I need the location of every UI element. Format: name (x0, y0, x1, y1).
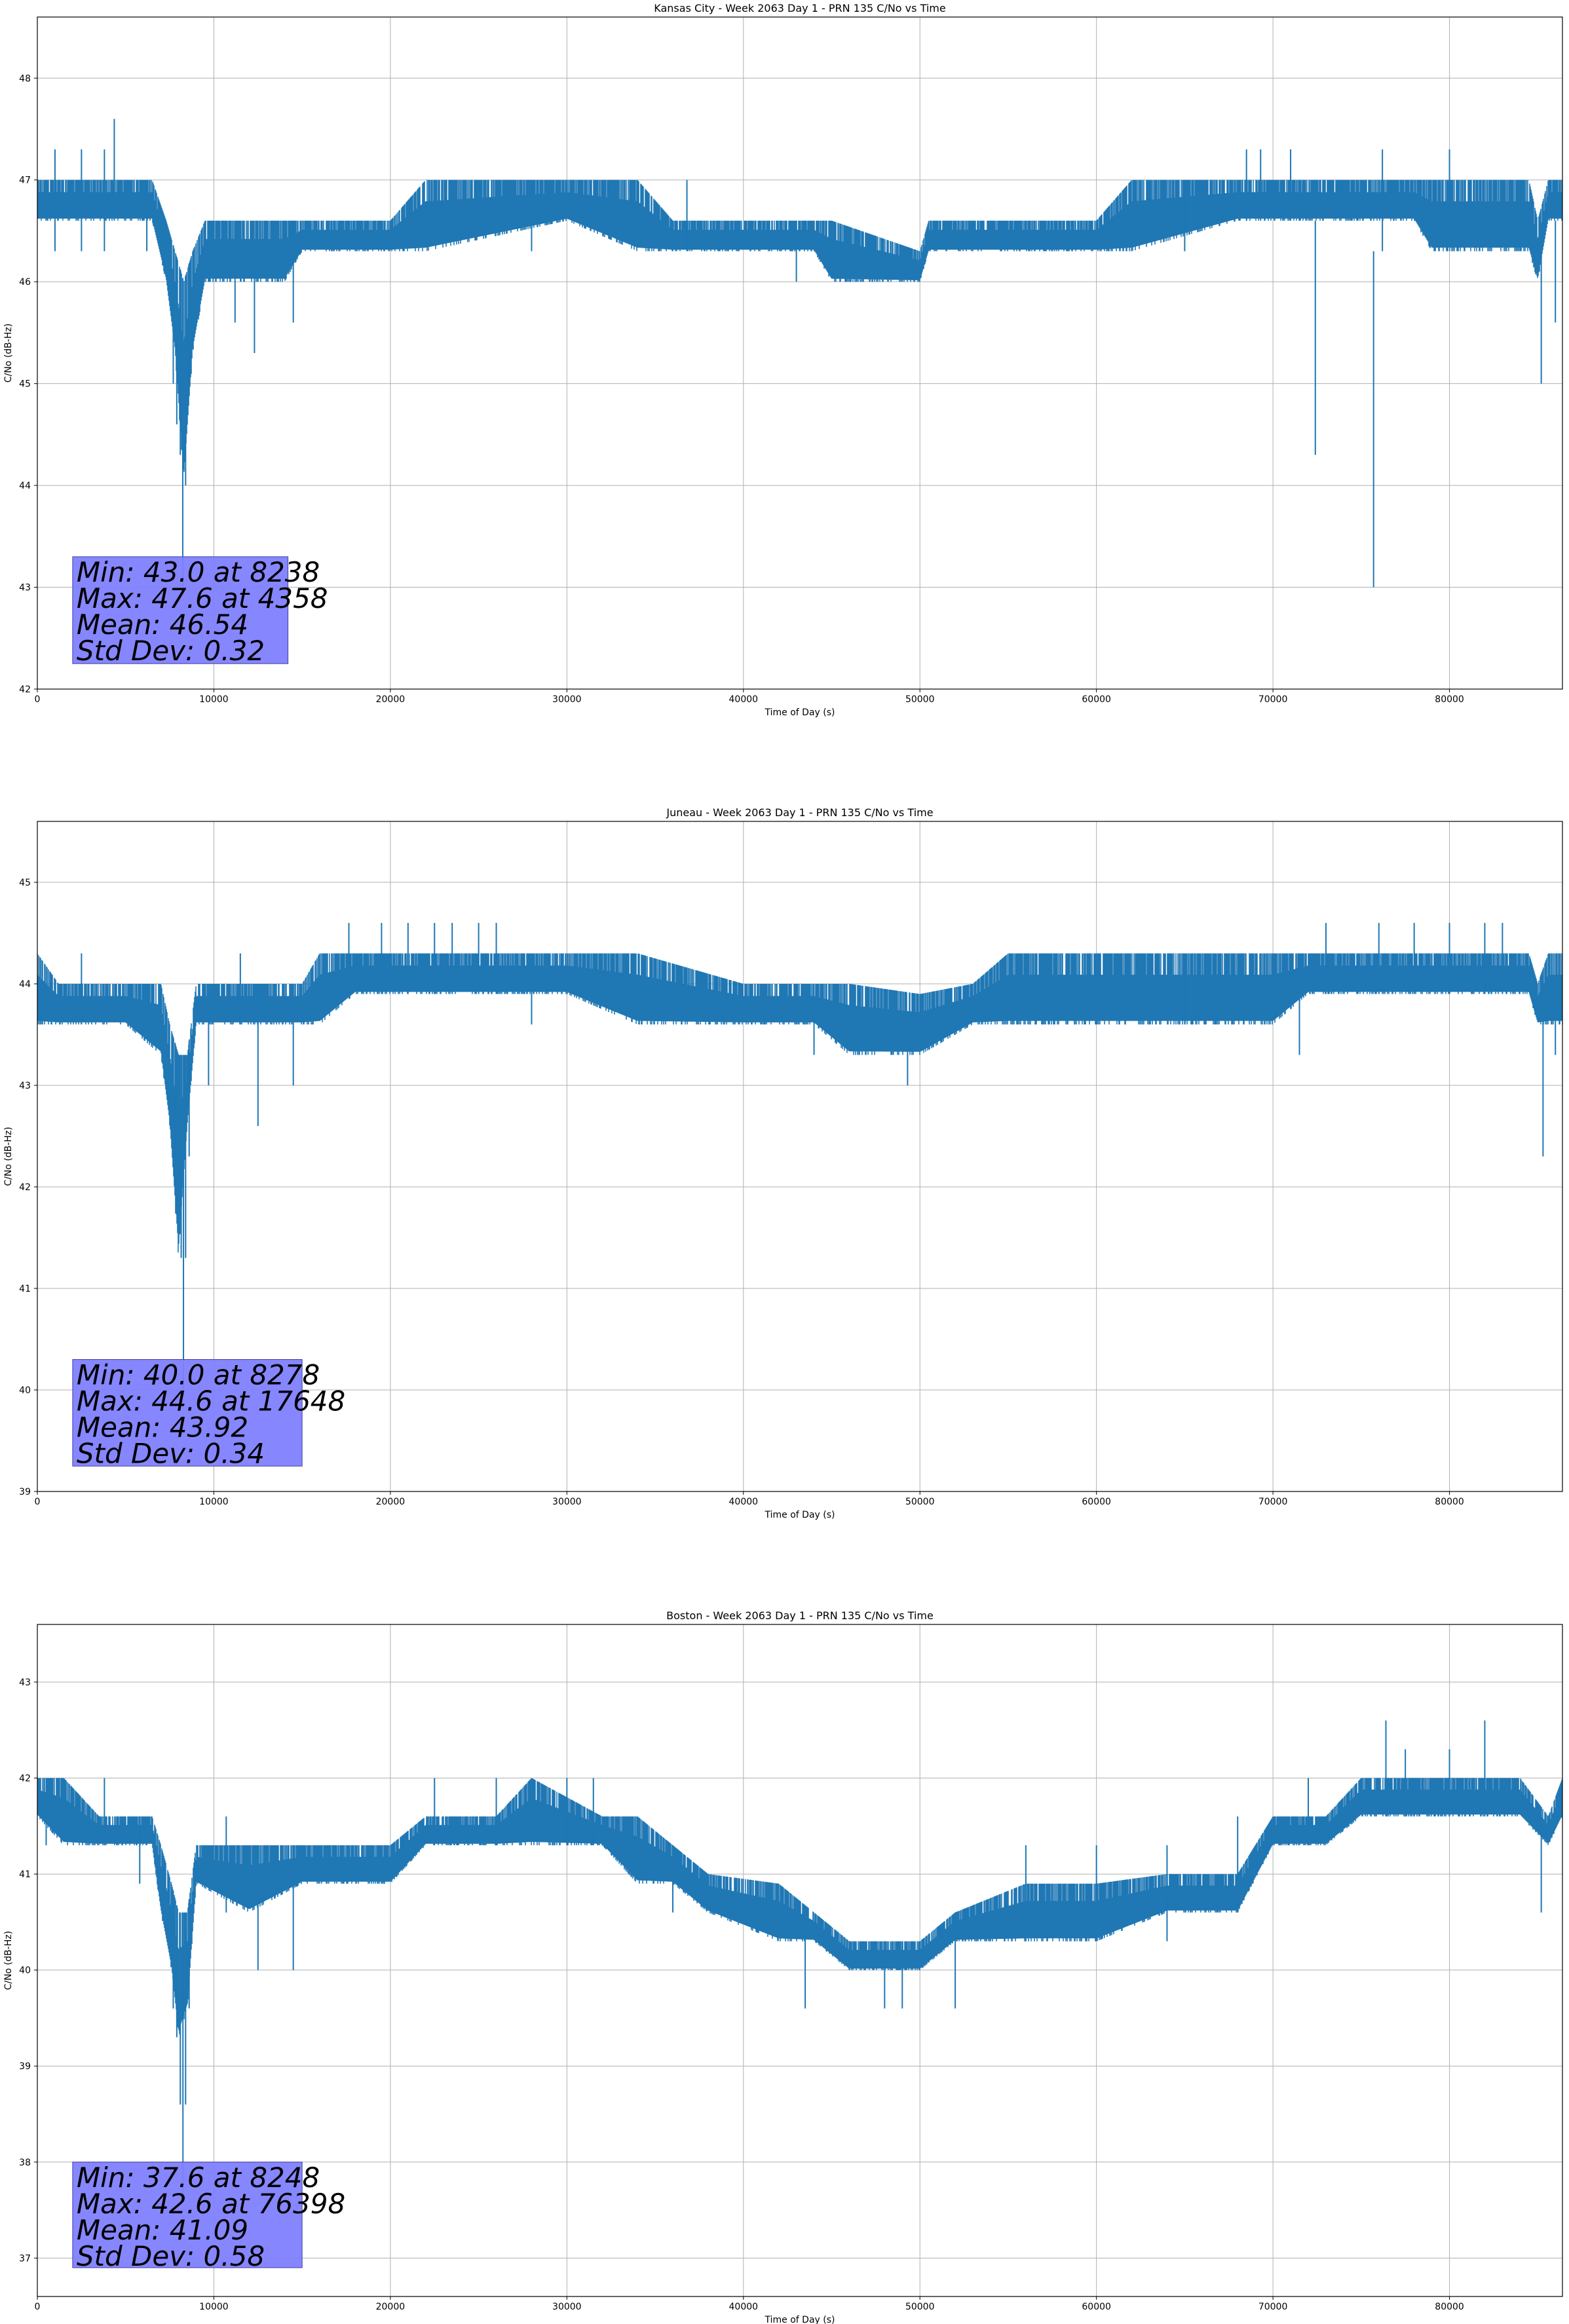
spikes (45, 1720, 1542, 2201)
x-tick-label: 70000 (1258, 2302, 1288, 2312)
data-series (37, 179, 1562, 472)
stat-max: Max: 44.6 at 17648 (77, 1385, 345, 1417)
x-axis-label: Time of Day (s) (765, 1510, 835, 1520)
x-tick-label: 80000 (1435, 2302, 1464, 2312)
axes-frame (37, 821, 1563, 1492)
x-tick-label: 50000 (905, 2302, 935, 2312)
y-tick-label: 40 (19, 1966, 31, 1976)
y-tick-label: 48 (19, 73, 31, 84)
stats-box-background (72, 2162, 303, 2268)
stat-min: Min: 37.6 at 8248 (77, 2162, 320, 2194)
x-tick-label: 10000 (199, 2302, 229, 2312)
stat-std: Std Dev: 0.58 (77, 2240, 265, 2272)
stat-std: Std Dev: 0.34 (77, 1438, 265, 1470)
x-tick-label: 30000 (552, 694, 582, 705)
x-tick-label: 10000 (199, 1497, 229, 1507)
axes-frame (37, 1624, 1563, 2297)
chart-title: Kansas City - Week 2063 Day 1 - PRN 135 … (654, 2, 945, 14)
chart-title: Boston - Week 2063 Day 1 - PRN 135 C/No … (666, 1609, 934, 1622)
y-tick-label: 40 (19, 1385, 31, 1396)
x-tick-label: 60000 (1082, 694, 1111, 705)
y-tick-label: 42 (19, 1182, 31, 1193)
x-tick-label: 0 (35, 694, 41, 705)
axes-frame (37, 16, 1563, 690)
chart-panel-3: 0 10000 20000 30000 40000 50000 60000 70000 8000… (3, 1609, 1563, 2324)
x-tick-label: 40000 (729, 2302, 759, 2312)
x-tick-label: 20000 (376, 1497, 406, 1507)
y-tick-label: 38 (19, 2158, 31, 2168)
chart-title: Juneau - Week 2063 Day 1 - PRN 135 C/No … (666, 806, 933, 819)
x-tick-label: 70000 (1258, 1497, 1288, 1507)
y-tick-label: 45 (19, 379, 31, 390)
data-series (37, 953, 1562, 1253)
y-tick-label: 42 (19, 684, 31, 695)
x-tick-label: 80000 (1435, 694, 1464, 705)
x-axis-label: Time of Day (s) (765, 2315, 835, 2324)
y-tick-label: 39 (19, 2061, 31, 2072)
y-tick-label: 41 (19, 1869, 31, 1880)
y-tick-label: 43 (19, 1081, 31, 1091)
stat-mean: Mean: 41.09 (77, 2214, 248, 2246)
x-tick-label: 10000 (199, 694, 229, 705)
x-tick-label: 30000 (552, 1497, 582, 1507)
y-tick-label: 44 (19, 979, 31, 990)
y-tick-label: 44 (19, 481, 31, 491)
chart-panel-2: 0 10000 20000 30000 40000 50000 60000 70000 8000… (3, 806, 1563, 1520)
y-tick-label: 41 (19, 1284, 31, 1294)
x-tick-label: 50000 (905, 694, 935, 705)
chart-panel-1: 0 10000 20000 30000 40000 50000 60000 70000 8000… (3, 2, 1563, 718)
stat-std: Std Dev: 0.32 (77, 635, 265, 667)
y-tick-label: 47 (19, 176, 31, 186)
stats-box-background (72, 1359, 303, 1467)
x-tick-label: 60000 (1082, 1497, 1111, 1507)
x-tick-label: 50000 (905, 1497, 935, 1507)
x-tick-label: 0 (35, 2302, 41, 2312)
stat-max: Max: 42.6 at 76398 (77, 2188, 345, 2220)
y-tick-label: 43 (19, 583, 31, 593)
spikes (54, 119, 1557, 588)
x-tick-label: 60000 (1082, 2302, 1111, 2312)
y-tick-label: 43 (19, 1677, 31, 1688)
y-axis-label: C/No (dB-Hz) (3, 1931, 14, 1990)
cno-trace (37, 179, 1562, 472)
stat-mean: Mean: 43.92 (77, 1412, 248, 1444)
y-tick-label: 42 (19, 1774, 31, 1784)
x-tick-label: 20000 (376, 2302, 406, 2312)
stat-max: Max: 47.6 at 4358 (77, 582, 328, 614)
y-axis-label: C/No (dB-Hz) (3, 1127, 14, 1186)
cno-trace (37, 953, 1562, 1253)
x-tick-label: 80000 (1435, 1497, 1464, 1507)
stats-box-background (72, 556, 289, 664)
spikes (81, 923, 1557, 1390)
y-tick-label: 45 (19, 878, 31, 888)
x-tick-label: 70000 (1258, 694, 1288, 705)
x-tick-label: 0 (35, 1497, 41, 1507)
y-tick-label: 39 (19, 1487, 31, 1497)
y-axis-label: C/No (dB-Hz) (3, 324, 14, 383)
stat-mean: Mean: 46.54 (77, 609, 248, 641)
x-tick-label: 40000 (729, 1497, 759, 1507)
x-axis-label: Time of Day (s) (765, 707, 835, 718)
x-tick-label: 30000 (552, 2302, 582, 2312)
y-tick-label: 37 (19, 2253, 31, 2264)
stat-min: Min: 43.0 at 8238 (77, 556, 320, 588)
stat-min: Min: 40.0 at 8278 (77, 1359, 320, 1391)
x-tick-label: 40000 (729, 694, 759, 705)
x-tick-label: 20000 (376, 694, 406, 705)
y-tick-label: 46 (19, 277, 31, 288)
